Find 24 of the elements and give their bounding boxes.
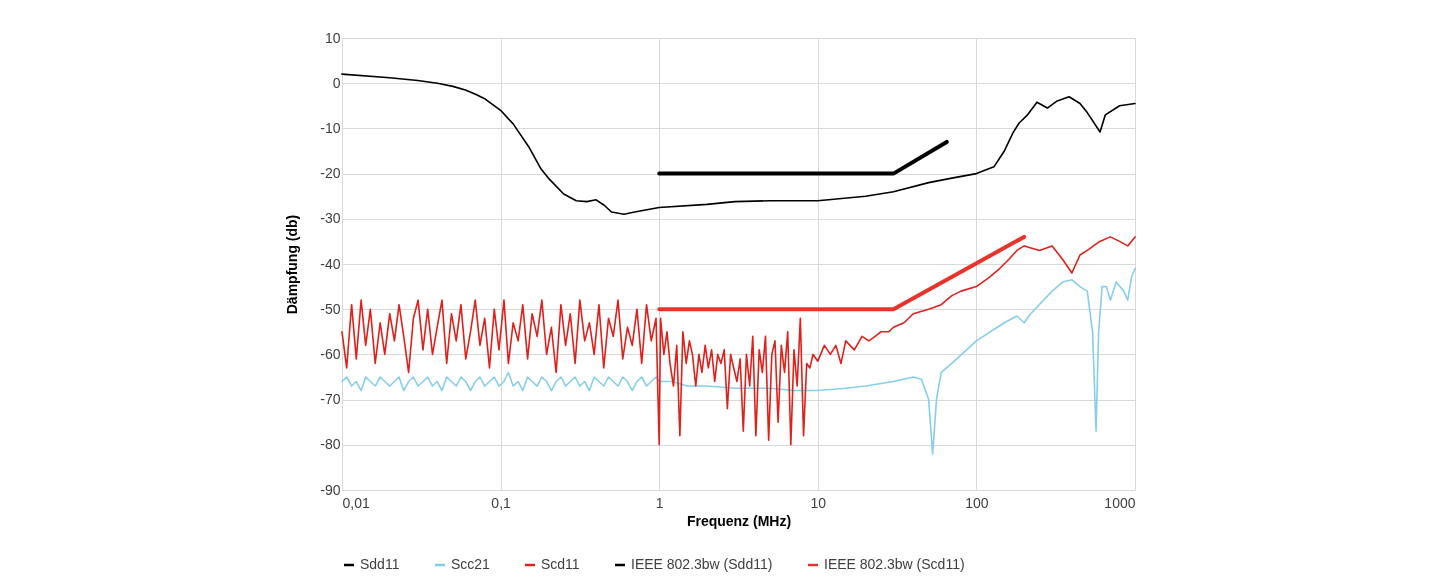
y-tick-label: -80: [320, 436, 341, 453]
legend-label: IEEE 802.3bw (Scd11): [824, 556, 965, 572]
y-tick-label: -70: [320, 391, 341, 408]
x-tick-label: 100: [965, 494, 989, 511]
legend-label: IEEE 802.3bw (Sdd11): [631, 556, 773, 572]
y-tick-label: -60: [320, 345, 341, 362]
x-tick-label: 1: [655, 494, 664, 511]
x-tick-label: 10: [810, 494, 827, 511]
y-tick-label: 0: [332, 74, 341, 91]
y-tick-label: -90: [320, 481, 341, 498]
y-tick-label: 10: [324, 29, 341, 46]
x-tick-label: 0,1: [491, 494, 512, 511]
y-tick-label: -30: [320, 210, 341, 227]
x-axis-title: Frequenz (MHz): [686, 512, 792, 529]
legend-label: Scd11: [541, 556, 580, 572]
legend-label: Sdd11: [360, 556, 400, 572]
y-tick-label: -10: [320, 119, 341, 136]
x-tick-label: 0,01: [342, 494, 370, 511]
y-tick-label: -50: [320, 300, 341, 317]
legend-label: Scc21: [451, 556, 491, 572]
x-tick-label: 1000: [1104, 494, 1136, 511]
y-tick-label: -40: [320, 255, 341, 272]
y-tick-label: -20: [320, 165, 341, 182]
y-axis-title: Dämpfung (db): [284, 214, 301, 315]
